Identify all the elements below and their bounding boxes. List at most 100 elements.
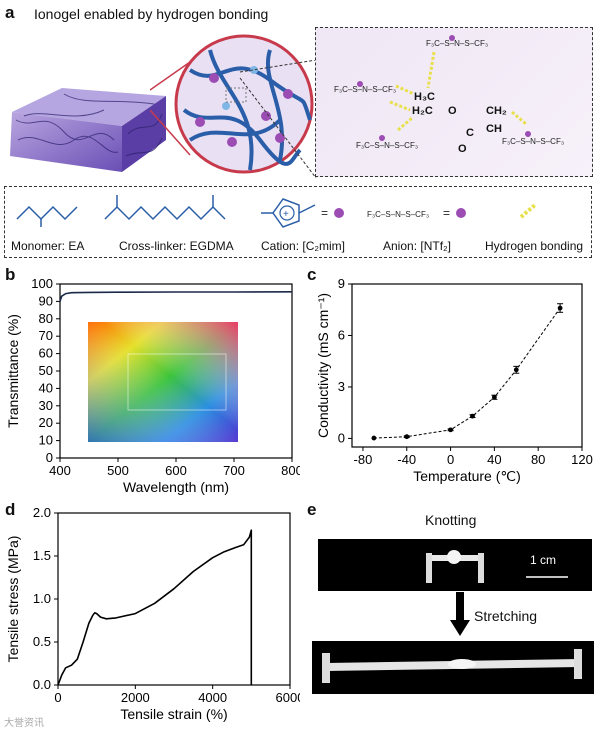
transmittance-series-line	[59, 291, 293, 302]
panel-c-label: c	[307, 265, 317, 284]
color-wheel-overlay	[88, 322, 238, 442]
conductivity-point	[513, 367, 519, 373]
y-tick-label: 0	[338, 430, 345, 445]
anion-top: F₃C–S–N–S–CF₃	[426, 39, 488, 48]
x-tick-label: 2000	[121, 690, 150, 705]
knotted-sample-photo: 1 cm	[318, 539, 592, 591]
plot-frame	[57, 512, 291, 686]
conductivity-point	[470, 413, 475, 419]
y-tick-label: 0.0	[33, 677, 51, 692]
y-tick-label: 30	[39, 398, 53, 413]
y-axis-label: Conductivity (mS cm⁻¹)	[315, 293, 331, 438]
h3c-group: H₃C	[414, 91, 435, 103]
panel-a-label: a	[5, 3, 15, 22]
cation-structure-icon: + =	[261, 198, 344, 228]
ionogel-block-image	[10, 88, 166, 172]
scale-bar-label: 1 cm	[530, 553, 557, 567]
svg-text:+: +	[283, 209, 289, 220]
y-tick-label: 6	[338, 327, 345, 342]
o-atom: O	[448, 105, 457, 117]
y-tick-label: 0	[46, 450, 53, 465]
legend-cation: Cation: [C₂mim]	[261, 239, 346, 253]
stretching-label: Stretching	[474, 608, 538, 624]
x-tick-label: 700	[223, 463, 245, 478]
conductivity-point	[371, 435, 377, 441]
anion-right: F₃C–S–N–S–CF₃	[502, 137, 564, 146]
conductivity-point	[448, 427, 453, 433]
conductivity-trend-line	[373, 307, 561, 439]
legend-anion: Anion: [NTf₂]	[383, 239, 452, 253]
conductivity-point	[404, 434, 410, 440]
ch2-group: CH₂	[486, 105, 507, 117]
conductivity-point	[491, 394, 497, 400]
stress-strain-series-line	[57, 529, 253, 686]
x-tick-label: -40	[397, 452, 416, 467]
stretched-sample-photo	[312, 641, 594, 694]
y-tick-label: 100	[31, 276, 53, 291]
x-tick-label: 120	[571, 452, 593, 467]
x-tick-label: 400	[49, 463, 71, 478]
panel-a-title: Ionogel enabled by hydrogen bonding	[34, 6, 269, 22]
y-tick-label: 1.5	[33, 548, 51, 563]
legend-monomer: Monomer: EA	[11, 239, 85, 253]
anion-left: F₃C–S–N–S–CF₃	[334, 85, 396, 94]
transmittance-chart: 400 500 600 700 800 0 10 20 30 40 50 60 70 80 90 100 Wav…	[5, 276, 300, 495]
x-tick-label: 0	[447, 452, 454, 467]
y-tick-label: 20	[39, 415, 53, 430]
anion-bottom: F₃C–S–N–S–CF₃	[356, 141, 418, 150]
x-tick-label: -80	[354, 452, 373, 467]
y-tick-label: 90	[39, 293, 53, 308]
y-tick-label: 10	[39, 433, 53, 448]
y-tick-label: 40	[39, 380, 53, 395]
network-zoom-circle	[174, 34, 314, 174]
y-tick-label: 80	[39, 311, 53, 326]
anion-structure-icon: F₃C–S–N–S–CF₃ =	[367, 206, 466, 220]
h2c-group: H₂C	[412, 105, 433, 117]
legend-crosslinker: Cross-linker: EGDMA	[119, 239, 234, 253]
conductivity-chart: -80 -40 0 40 80 120 0 3 6 9 Temperature (℃) Conduct…	[315, 276, 593, 484]
x-axis-label: Wavelength (nm)	[123, 479, 229, 495]
down-arrow-icon	[450, 592, 470, 636]
x-tick-label: 40	[487, 452, 501, 467]
x-tick-label: 80	[531, 452, 545, 467]
o2-atom: O	[458, 143, 467, 155]
hydrogen-bond-icon	[519, 203, 537, 219]
ea-structure-icon	[16, 205, 78, 227]
y-tick-label: 1.0	[33, 591, 51, 606]
plot-frame	[351, 283, 583, 448]
x-tick-label: 0	[54, 690, 61, 705]
y-tick-label: 9	[338, 276, 345, 291]
conductivity-point	[557, 305, 563, 311]
y-tick-label: 60	[39, 346, 53, 361]
y-tick-label: 3	[338, 379, 345, 394]
panel-b-label: b	[5, 265, 16, 284]
anion-legend-formula: F₃C–S–N–S–CF₃	[367, 210, 429, 219]
y-axis-label: Transmittance (%)	[5, 314, 21, 428]
watermark: 大誉资讯	[4, 718, 44, 729]
panel-e-label: e	[307, 500, 317, 519]
panel-d-label: d	[5, 500, 16, 519]
x-tick-label: 500	[107, 463, 129, 478]
hydrogen-bonding-zoom-box: F₃C–S–N–S–CF₃ F₃C–S–N–S–CF₃ F₃C–S–N–S–CF…	[315, 27, 593, 177]
x-tick-label: 800	[281, 463, 300, 478]
x-axis-label: Tensile strain (%)	[120, 706, 227, 722]
y-tick-label: 50	[39, 363, 53, 378]
y-axis-label: Tensile stress (MPa)	[5, 536, 21, 663]
legend-hbond: Hydrogen bonding	[485, 239, 584, 253]
svg-text:=: =	[443, 206, 450, 220]
c-atom: C	[466, 127, 474, 139]
zoom-connector-lines	[150, 60, 317, 179]
y-tick-label: 0.5	[33, 634, 51, 649]
y-tick-label: 70	[39, 328, 53, 343]
egdma-structure-icon	[104, 195, 226, 221]
ch-group: CH	[486, 123, 502, 135]
knotting-label: Knotting	[425, 512, 477, 528]
molecule-legend: + = F₃C–S–N–S–CF₃ = Monomer: EA Cross-li…	[4, 186, 592, 258]
y-tick-label: 2.0	[33, 505, 51, 520]
ionogel-film-outline	[127, 353, 227, 411]
x-tick-label: 600	[165, 463, 187, 478]
svg-text:=: =	[321, 206, 328, 220]
x-tick-label: 4000	[198, 690, 227, 705]
